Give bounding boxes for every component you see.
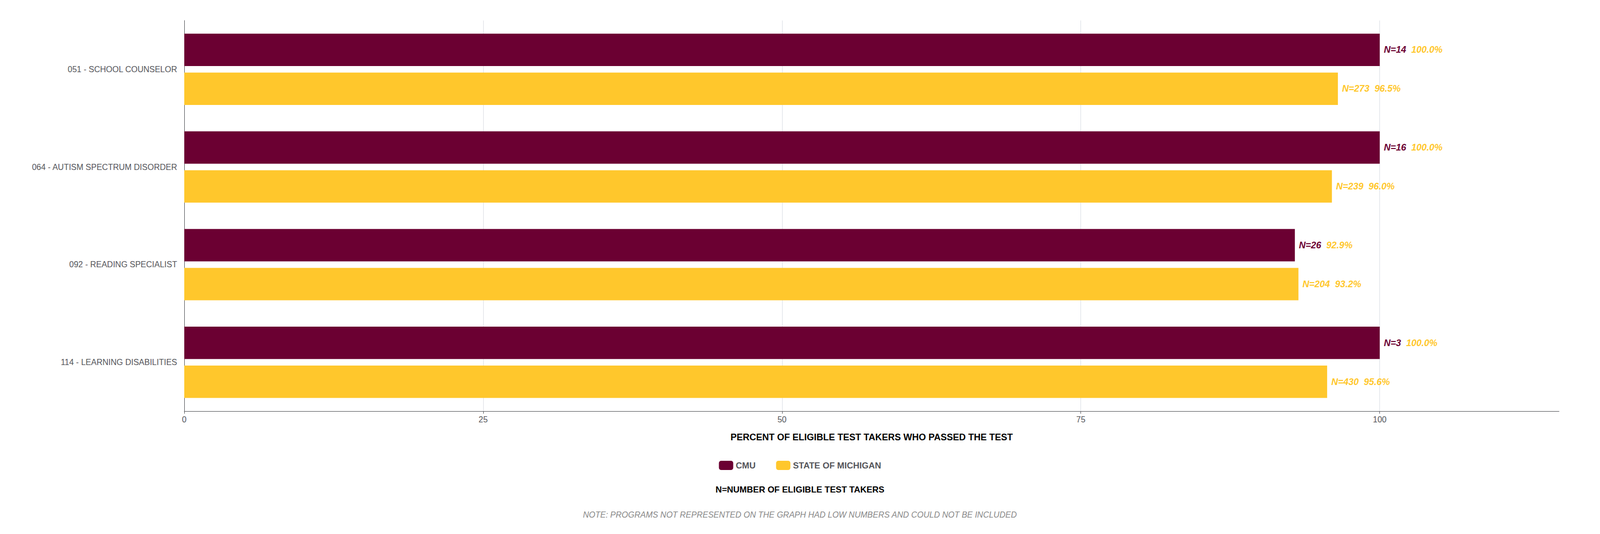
svg-text:N=26: N=26 — [1299, 240, 1323, 251]
svg-text:100.0%: 100.0% — [1411, 142, 1443, 153]
svg-text:CMU: CMU — [736, 460, 756, 471]
svg-text:N=430: N=430 — [1331, 376, 1359, 387]
svg-text:75: 75 — [1076, 415, 1086, 424]
svg-text:092 - READING SPECIALIST: 092 - READING SPECIALIST — [69, 260, 178, 269]
svg-text:N=3: N=3 — [1384, 337, 1402, 349]
svg-text:064 - AUTISM SPECTRUM DISORDER: 064 - AUTISM SPECTRUM DISORDER — [31, 162, 178, 172]
svg-text:N=14: N=14 — [1384, 44, 1407, 55]
svg-text:93.2%: 93.2% — [1334, 278, 1361, 290]
svg-text:96.5%: 96.5% — [1374, 83, 1401, 94]
svg-text:96.0%: 96.0% — [1368, 181, 1395, 192]
svg-text:100.0%: 100.0% — [1406, 337, 1438, 349]
svg-text:051 - SCHOOL COUNSELOR: 051 - SCHOOL COUNSELOR — [67, 65, 178, 74]
svg-text:STATE OF MICHIGAN: STATE OF MICHIGAN — [792, 460, 881, 471]
svg-text:0: 0 — [182, 415, 187, 424]
svg-text:114 - LEARNING DISABILITIES: 114 - LEARNING DISABILITIES — [60, 357, 178, 367]
svg-text:N=273: N=273 — [1342, 83, 1370, 94]
svg-text:PERCENT OF ELIGIBLE TEST TAKER: PERCENT OF ELIGIBLE TEST TAKERS WHO PASS… — [730, 431, 1013, 443]
svg-text:N=204: N=204 — [1302, 278, 1331, 290]
svg-text:N=16: N=16 — [1384, 142, 1408, 153]
svg-text:N=239: N=239 — [1335, 181, 1364, 192]
svg-text:NOTE: PROGRAMS NOT REPRESENTED: NOTE: PROGRAMS NOT REPRESENTED ON THE GR… — [582, 510, 1018, 520]
svg-text:25: 25 — [478, 415, 488, 424]
svg-text:N=NUMBER OF ELIGIBLE TEST TAKE: N=NUMBER OF ELIGIBLE TEST TAKERS — [715, 484, 885, 495]
svg-text:92.9%: 92.9% — [1326, 240, 1353, 251]
svg-text:50: 50 — [777, 415, 787, 424]
svg-text:100: 100 — [1372, 415, 1387, 424]
svg-text:100.0%: 100.0% — [1411, 44, 1443, 55]
svg-text:95.6%: 95.6% — [1363, 376, 1390, 387]
